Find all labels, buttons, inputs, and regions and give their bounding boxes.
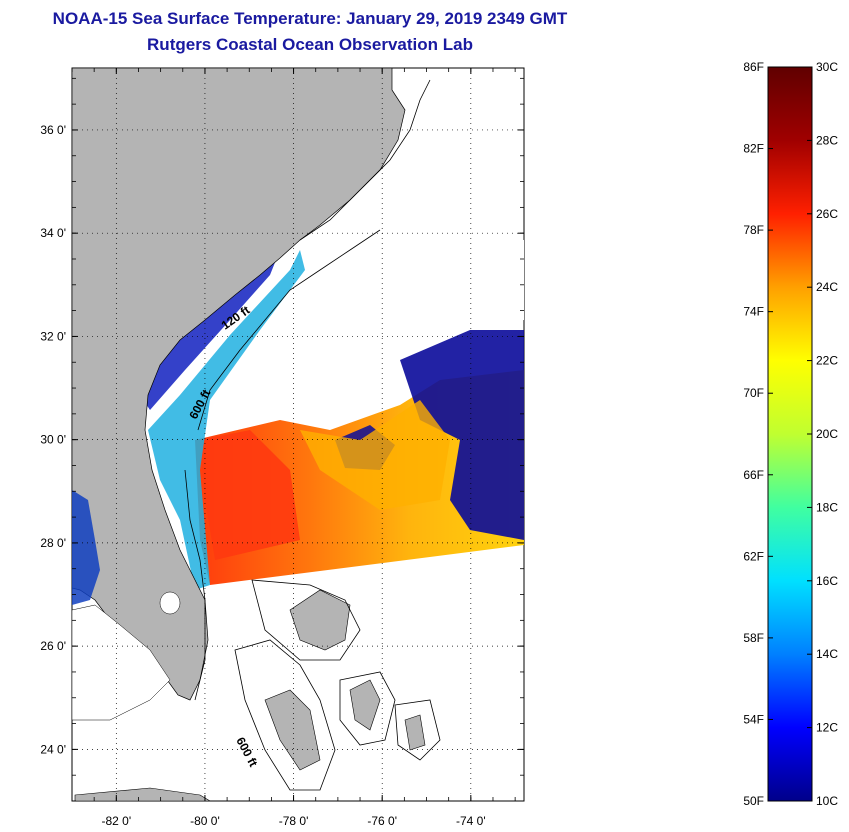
longitude-tick-label: -76 0' bbox=[367, 814, 397, 828]
colorbar-fahrenheit-label: 78F bbox=[743, 223, 764, 237]
colorbar-celsius-label: 14C bbox=[816, 647, 838, 661]
longitude-tick-label: -78 0' bbox=[279, 814, 309, 828]
colorbar-fahrenheit-label: 54F bbox=[743, 712, 764, 726]
map-subtitle: Rutgers Coastal Ocean Observation Lab bbox=[147, 35, 473, 54]
sst-hot-core bbox=[200, 430, 300, 560]
colorbar-celsius-label: 30C bbox=[816, 60, 838, 74]
longitude-axis: -82 0' -80 0' -78 0' -76 0' -74 0' bbox=[71, 68, 516, 828]
cloud-cover bbox=[230, 230, 524, 430]
sst-yellow-band bbox=[300, 400, 450, 510]
map-title: NOAA-15 Sea Surface Temperature: January… bbox=[52, 9, 568, 28]
latitude-axis: 36 0' 34 0' 32 0' 30 0' 28 0' 26 0' 24 0' bbox=[40, 77, 524, 802]
colorbar-celsius-labels: 30C 28C 26C 24C 22C 20C 18C 16C 14C 12C 10C bbox=[807, 60, 838, 808]
colorbar-fahrenheit-label: 66F bbox=[743, 468, 764, 482]
colorbar-celsius-label: 20C bbox=[816, 427, 838, 441]
colorbar-fahrenheit-label: 58F bbox=[743, 631, 764, 645]
bahamas-banks bbox=[74, 589, 426, 802]
graticule bbox=[72, 68, 524, 801]
colorbar-fahrenheit-label: 86F bbox=[743, 60, 764, 74]
gulf-water bbox=[71, 604, 171, 721]
latitude-tick-label: 30 0' bbox=[40, 433, 66, 447]
shelf-water-gradient bbox=[148, 250, 305, 590]
colorbar-fahrenheit-label: 82F bbox=[743, 142, 764, 156]
latitude-tick-label: 24 0' bbox=[40, 742, 66, 756]
latitude-tick-label: 26 0' bbox=[40, 639, 66, 653]
shelf-water-cold bbox=[130, 250, 280, 410]
colorbar-celsius-label: 24C bbox=[816, 280, 838, 294]
colorbar-celsius-label: 22C bbox=[816, 354, 838, 368]
colorbar-fahrenheit-label: 74F bbox=[743, 305, 764, 319]
sst-cold-patch-east bbox=[400, 330, 524, 540]
colorbar-celsius-label: 10C bbox=[816, 794, 838, 808]
colorbar-fahrenheit-labels: 86F 82F 78F 74F 70F 66F 62F 58F 54F 50F bbox=[743, 60, 773, 808]
colorbar-fahrenheit-label: 70F bbox=[743, 386, 764, 400]
longitude-tick-label: -82 0' bbox=[101, 814, 131, 828]
colorbar-celsius-label: 18C bbox=[816, 500, 838, 514]
colorbar-gradient bbox=[767, 66, 813, 802]
gulf-cold-water bbox=[72, 490, 100, 605]
latitude-tick-label: 28 0' bbox=[40, 536, 66, 550]
latitude-tick-label: 32 0' bbox=[40, 329, 66, 343]
longitude-tick-label: -80 0' bbox=[190, 814, 220, 828]
colorbar-fahrenheit-label: 62F bbox=[743, 549, 764, 563]
map-panel: 120 ft 600 ft 600 ft bbox=[71, 67, 525, 802]
temperature-colorbar: 86F 82F 78F 74F 70F 66F 62F 58F 54F 50F 30C 28C 26C… bbox=[743, 60, 838, 808]
colorbar-fahrenheit-label: 50F bbox=[743, 794, 764, 808]
latitude-tick-label: 34 0' bbox=[40, 226, 66, 240]
longitude-tick-label: -74 0' bbox=[456, 814, 486, 828]
lake-okeechobee bbox=[159, 591, 181, 615]
colorbar-celsius-label: 16C bbox=[816, 574, 838, 588]
latitude-tick-label: 36 0' bbox=[40, 123, 66, 137]
colorbar-celsius-label: 12C bbox=[816, 721, 838, 735]
colorbar-celsius-label: 26C bbox=[816, 207, 838, 221]
colorbar-celsius-label: 28C bbox=[816, 133, 838, 147]
bathymetry-contours bbox=[184, 79, 441, 791]
